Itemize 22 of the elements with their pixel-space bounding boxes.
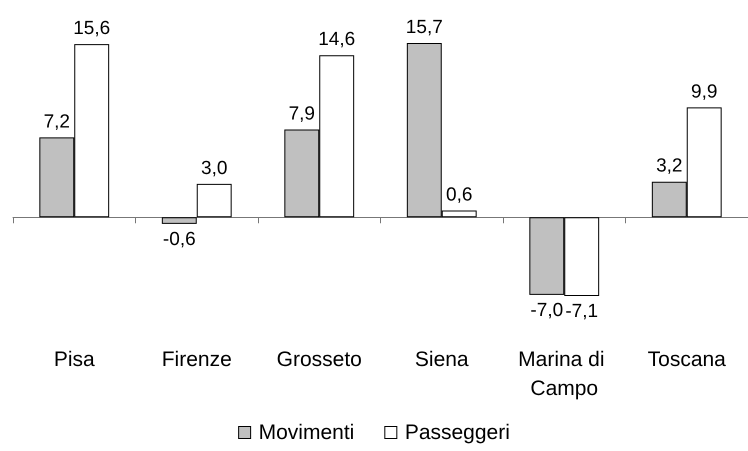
- data-label: 7,2: [44, 111, 70, 132]
- bar: [196, 184, 232, 218]
- x-tick-label: Toscana: [648, 348, 726, 371]
- data-label: -7,1: [565, 301, 598, 322]
- x-tick-label: Firenze: [162, 348, 232, 371]
- data-label: 15,7: [406, 17, 443, 38]
- bar: [162, 217, 197, 224]
- data-label: 7,9: [288, 104, 316, 125]
- data-label: 14,6: [318, 29, 356, 50]
- x-tick-label: Siena: [414, 348, 469, 371]
- data-label: 3,0: [200, 158, 228, 179]
- data-label: -0,6: [162, 228, 196, 250]
- legend-label: Passeggeri: [404, 421, 510, 444]
- legend-label: Movimenti: [258, 421, 354, 444]
- data-label: 3,2: [656, 156, 683, 177]
- data-label: -7,0: [530, 300, 564, 321]
- x-tick-label: Pisa: [54, 348, 95, 371]
- data-label: 15,6: [73, 18, 110, 40]
- x-tick-label: Grosseto: [276, 348, 362, 371]
- x-tick-label: Marina di Campo: [518, 348, 610, 400]
- data-label: 0,6: [446, 184, 472, 206]
- data-label: 9,9: [690, 81, 718, 102]
